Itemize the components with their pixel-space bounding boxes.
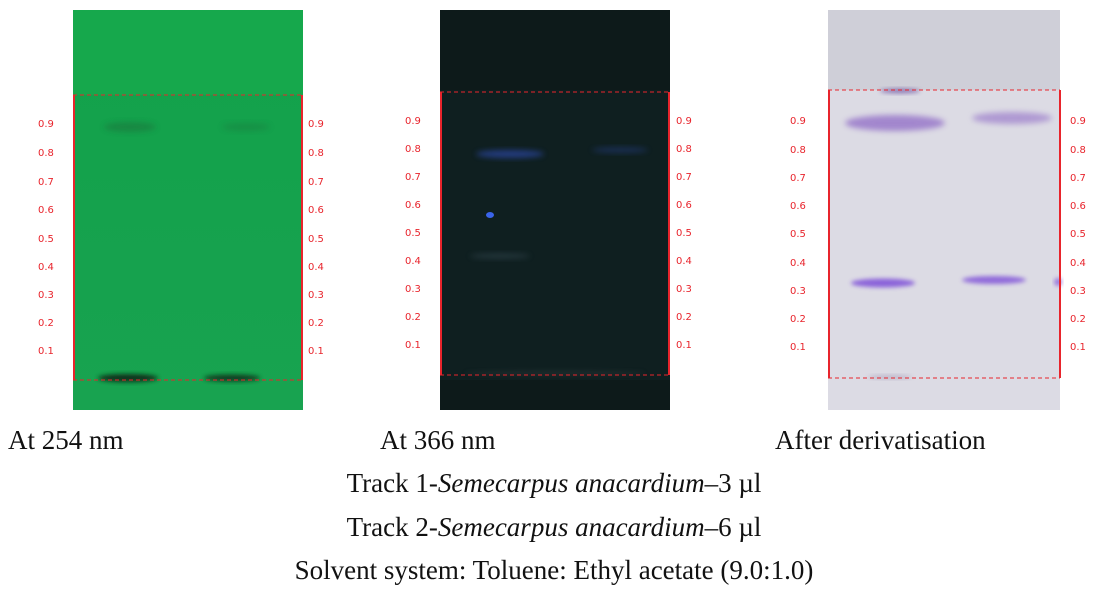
legend-solvent-system: Solvent system: Toluene: Ethyl acetate (… xyxy=(294,555,814,585)
band-deriv-solvent-front xyxy=(880,88,920,94)
plate-derivatised-top-region xyxy=(828,10,1060,90)
rf-label: 0.2 xyxy=(405,312,421,323)
rf-scale-254-left: 0.9 0.8 0.7 0.6 0.5 0.4 0.3 0.2 0.1 xyxy=(38,119,54,357)
rf-label: 0.5 xyxy=(38,234,54,245)
plate-366nm xyxy=(440,10,670,410)
track-1-species: Semecarpus anacardium xyxy=(437,468,705,498)
rf-label: 0.8 xyxy=(790,145,806,156)
rf-label: 0.1 xyxy=(790,342,806,353)
rf-label: 0.1 xyxy=(1070,342,1086,353)
track-1-volume: –3 µl xyxy=(704,468,762,498)
plate-254nm xyxy=(73,10,303,410)
rf-label: 0.3 xyxy=(308,290,324,301)
rf-label: 0.6 xyxy=(308,205,324,216)
rf-label: 0.9 xyxy=(308,119,324,130)
rf-label: 0.7 xyxy=(1070,173,1086,184)
rf-label: 0.6 xyxy=(405,200,421,211)
rf-label: 0.6 xyxy=(676,200,692,211)
rf-label: 0.3 xyxy=(676,284,692,295)
plate-254nm-top-region xyxy=(73,10,303,95)
rf-label: 0.3 xyxy=(1070,286,1086,297)
rf-scale-deriv-right: 0.9 0.8 0.7 0.6 0.5 0.4 0.3 0.2 0.1 xyxy=(1070,116,1086,353)
band-366-track1-rf04 xyxy=(470,253,530,259)
track-2-species: Semecarpus anacardium xyxy=(437,512,705,542)
band-deriv-track2-rf03 xyxy=(962,276,1026,284)
plate-366nm-lane-texture xyxy=(440,90,670,380)
caption-254nm: At 254 nm xyxy=(8,425,124,455)
rf-label: 0.4 xyxy=(790,258,806,269)
band-254-track1-rf09 xyxy=(104,122,156,132)
tlc-figure: 0.9 0.8 0.7 0.6 0.5 0.4 0.3 0.2 0.1 0.9 … xyxy=(38,10,1086,410)
rf-scale-deriv-left: 0.9 0.8 0.7 0.6 0.5 0.4 0.3 0.2 0.1 xyxy=(790,116,806,353)
band-366-track1-rf08 xyxy=(476,150,544,158)
rf-label: 0.5 xyxy=(308,234,324,245)
track-1-prefix: Track 1- xyxy=(346,468,438,498)
legend-track-1: Track 1-Semecarpus anacardium–3 µl xyxy=(0,467,1108,499)
caption-366nm: At 366 nm xyxy=(380,425,496,455)
rf-label: 0.1 xyxy=(308,346,324,357)
plate-derivatised xyxy=(828,10,1062,410)
band-254-track2-origin xyxy=(204,374,260,382)
rf-label: 0.5 xyxy=(1070,229,1086,240)
band-254-track1-origin xyxy=(98,374,158,382)
rf-label: 0.7 xyxy=(676,172,692,183)
rf-label: 0.6 xyxy=(1070,201,1086,212)
rf-label: 0.7 xyxy=(790,173,806,184)
track-2-volume: –6 µl xyxy=(704,512,762,542)
rf-label: 0.1 xyxy=(405,340,421,351)
rf-label: 0.9 xyxy=(1070,116,1086,127)
rf-label: 0.8 xyxy=(405,144,421,155)
rf-label: 0.1 xyxy=(676,340,692,351)
rf-label: 0.9 xyxy=(676,116,692,127)
rf-label: 0.8 xyxy=(676,144,692,155)
rf-scale-366-left: 0.9 0.8 0.7 0.6 0.5 0.4 0.3 0.2 0.1 xyxy=(405,116,421,351)
rf-label: 0.4 xyxy=(405,256,421,267)
rf-label: 0.7 xyxy=(308,177,324,188)
caption-derivatisation: After derivatisation xyxy=(775,425,986,455)
rf-label: 0.5 xyxy=(676,228,692,239)
rf-label: 0.6 xyxy=(790,201,806,212)
rf-label: 0.5 xyxy=(405,228,421,239)
rf-label: 0.4 xyxy=(308,262,324,273)
rf-label: 0.3 xyxy=(38,290,54,301)
rf-label: 0.4 xyxy=(1070,258,1086,269)
band-deriv-track1-rf03 xyxy=(851,278,915,288)
rf-label: 0.8 xyxy=(308,148,324,159)
rf-label: 0.6 xyxy=(38,205,54,216)
rf-scale-366-right: 0.9 0.8 0.7 0.6 0.5 0.4 0.3 0.2 0.1 xyxy=(676,116,692,351)
band-366-track2-rf08 xyxy=(592,147,648,153)
band-deriv-track2-rf09 xyxy=(972,112,1052,124)
rf-label: 0.2 xyxy=(790,314,806,325)
rf-label: 0.7 xyxy=(405,172,421,183)
rf-label: 0.5 xyxy=(790,229,806,240)
rf-label: 0.3 xyxy=(790,286,806,297)
rf-label: 0.9 xyxy=(790,116,806,127)
rf-label: 0.2 xyxy=(676,312,692,323)
rf-label: 0.3 xyxy=(405,284,421,295)
rf-label: 0.8 xyxy=(38,148,54,159)
rf-label: 0.8 xyxy=(1070,145,1086,156)
rf-label: 0.7 xyxy=(38,177,54,188)
rf-label: 0.4 xyxy=(38,262,54,273)
rf-label: 0.2 xyxy=(38,318,54,329)
rf-label: 0.2 xyxy=(1070,314,1086,325)
rf-label: 0.1 xyxy=(38,346,54,357)
track-2-prefix: Track 2- xyxy=(346,512,438,542)
legend-track-2: Track 2-Semecarpus anacardium–6 µl xyxy=(0,511,1108,543)
spot-366-blue xyxy=(486,212,494,218)
band-254-track2-rf09 xyxy=(222,123,270,131)
rf-label: 0.4 xyxy=(676,256,692,267)
rf-label: 0.9 xyxy=(405,116,421,127)
rf-scale-254-right: 0.9 0.8 0.7 0.6 0.5 0.4 0.3 0.2 0.1 xyxy=(308,119,324,357)
band-deriv-track1-rf09 xyxy=(845,115,945,131)
rf-label: 0.2 xyxy=(308,318,324,329)
rf-label: 0.9 xyxy=(38,119,54,130)
